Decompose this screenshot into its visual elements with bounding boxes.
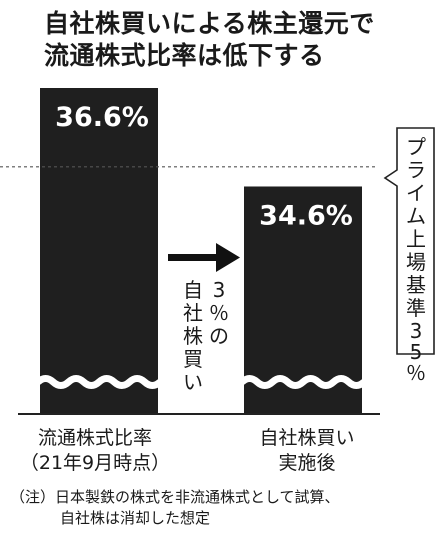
x-tick-sublabel-1: （21年9月時点） [20,452,170,474]
axis-break-2 [239,375,367,389]
value-label-1: 36.6% [55,102,149,133]
reference-label-char: 場 [406,250,426,274]
reference-label-char: イ [406,181,426,205]
arrow-head [216,243,240,272]
annotation-char: 社 [183,301,203,325]
chart-title-line-2: 流通株式比率は低下する [44,41,325,70]
value-label-2: 34.6% [259,200,353,231]
reference-label-char: ラ [406,158,426,182]
reference-callout-box [383,127,435,355]
reference-label-char: 上 [406,227,426,251]
x-tick-label-2: 自社株買い [259,427,354,449]
bar-1 [40,88,158,413]
reference-label-char: 基 [406,273,426,297]
annotation-char: 自 [183,278,203,302]
annotation-char: の [209,324,229,348]
footnote-line-2: 自社株は消却した想定 [60,509,211,527]
chart-title-line-1: 自社株買いによる株主還元で [44,9,375,38]
annotation-char: ％ [209,301,229,325]
annotation-char: 株 [183,324,203,348]
x-tick-label-1: 流通株式比率 [38,427,152,449]
reference-label-char: 準 [406,296,426,320]
arrow-shaft [168,254,220,261]
axis-break-1 [35,375,163,389]
x-tick-sublabel-2: 実施後 [278,452,335,474]
reference-label-char: 5 [410,340,423,364]
reference-label-char: ム [406,204,426,228]
annotation-char: い [183,370,203,394]
reference-label-char: 3 [410,319,423,343]
reference-label-char: プ [406,135,426,159]
reference-label-char: ％ [406,361,426,385]
annotation-char: 3 [213,278,226,302]
annotation-char: 買 [183,347,203,371]
footnote-line-1: （注）日本製鉄の株式を非流通株式として試算、 [10,488,340,506]
